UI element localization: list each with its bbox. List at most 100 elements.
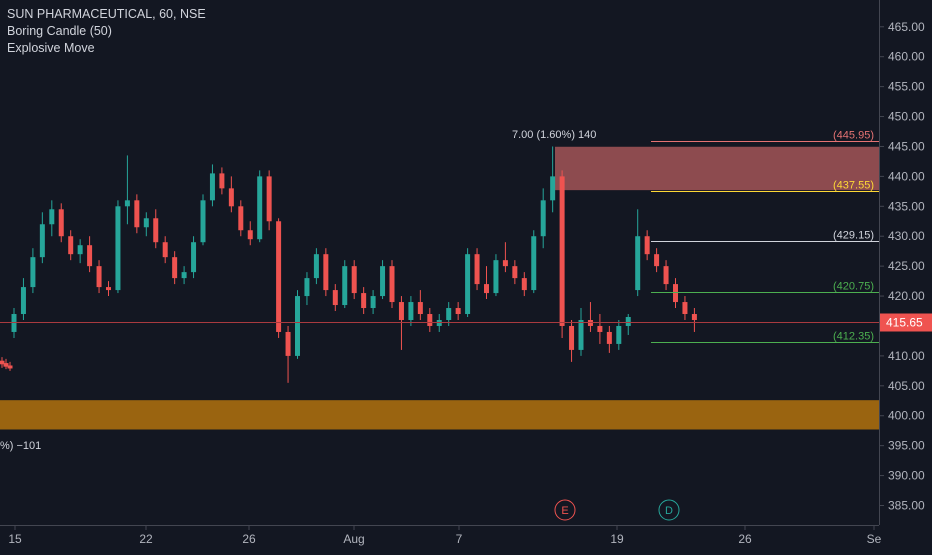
candle [616, 319, 622, 350]
measure-annotation-partial: %) −101 [0, 440, 41, 452]
candle [172, 251, 178, 285]
y-tick-label: 440.00 [888, 169, 925, 183]
candle-body [49, 209, 55, 225]
candle [266, 170, 272, 231]
x-tick-label: 19 [610, 532, 624, 546]
candle-body [191, 242, 197, 273]
candle-body [531, 236, 537, 291]
candle [663, 260, 669, 291]
candle-body [238, 206, 244, 231]
candle-body [106, 287, 111, 291]
candle [332, 284, 338, 312]
candle-body [134, 200, 140, 228]
candle [493, 254, 499, 297]
candle [219, 167, 225, 195]
candle-body [304, 278, 310, 297]
candle [39, 212, 45, 264]
candle-body [58, 209, 64, 237]
candle-body [578, 319, 584, 350]
candle [304, 272, 310, 306]
candle-body [332, 290, 338, 306]
y-tick-label: 465.00 [888, 20, 925, 34]
candle-body [0, 360, 5, 365]
y-tick-label: 405.00 [888, 379, 925, 393]
y-tick-label: 395.00 [888, 439, 925, 453]
indicator-explosive-move[interactable]: Explosive Move [7, 41, 95, 55]
x-tick-label: 22 [139, 532, 153, 546]
candle-body [644, 236, 650, 255]
candle-body [380, 266, 386, 297]
candle [531, 230, 537, 294]
candle [569, 319, 575, 362]
candle [455, 302, 461, 320]
candle-body [181, 272, 187, 279]
event-circle [554, 499, 576, 521]
candle [635, 209, 641, 297]
demand-zone [0, 400, 879, 430]
event-marker: E [554, 499, 576, 521]
candle-body [446, 308, 452, 320]
level-label: (429.15) [833, 230, 874, 242]
candle [474, 248, 480, 291]
candle [134, 194, 140, 234]
candle [77, 239, 83, 264]
y-tick-label: 420.00 [888, 289, 925, 303]
candle-body [635, 236, 641, 291]
y-tick-label: 425.00 [888, 259, 925, 273]
candle [351, 260, 357, 300]
y-tick-label: 460.00 [888, 50, 925, 64]
candle [276, 218, 282, 338]
candle [323, 248, 329, 297]
candle [247, 221, 253, 246]
candle [30, 248, 36, 294]
candle [654, 248, 660, 273]
candle [58, 203, 64, 243]
candle-body [512, 266, 518, 279]
candle [597, 314, 603, 344]
candle-body [361, 293, 367, 309]
candle-body [606, 331, 612, 344]
candle-body [673, 284, 678, 303]
level-label: (412.35) [833, 331, 874, 343]
x-tick-label: Se [867, 532, 882, 546]
y-tick-label: 410.00 [888, 349, 925, 363]
candle [682, 296, 688, 320]
x-tick-label: 26 [738, 532, 752, 546]
candle-body [172, 257, 178, 279]
candle [342, 260, 348, 309]
y-tick-label: 390.00 [888, 469, 925, 483]
candle-body [540, 200, 546, 237]
indicator-boring-candle[interactable]: Boring Candle (50) [7, 24, 112, 38]
candle [361, 287, 367, 315]
candle [578, 308, 584, 356]
candle-body [654, 254, 660, 267]
candle [49, 200, 55, 237]
candle-body [465, 254, 471, 315]
candle-body [257, 176, 263, 240]
candle [106, 281, 111, 297]
candle-body [124, 200, 130, 207]
candle-body [474, 254, 480, 285]
level-label: (445.95) [833, 130, 874, 142]
candle [389, 260, 395, 309]
candle-body [77, 245, 83, 255]
candle-body [569, 325, 575, 350]
candle [0, 357, 5, 368]
candle-body [39, 224, 45, 258]
candle-body [408, 302, 414, 320]
chart-legend: SUN PHARMACEUTICAL, 60, NSE Boring Candl… [7, 6, 206, 57]
candle-body [625, 317, 631, 326]
candle-body [30, 257, 36, 288]
candle [228, 176, 234, 213]
candle-body [398, 302, 404, 320]
candle-body [323, 254, 329, 291]
candle-body [691, 314, 697, 320]
measure-annotation: 7.00 (1.60%) 140 [512, 129, 596, 141]
candle-body [219, 173, 225, 189]
candle-body [455, 308, 461, 315]
symbol-title[interactable]: SUN PHARMACEUTICAL, 60, NSE [7, 7, 206, 21]
candle [540, 188, 546, 249]
candle [625, 314, 631, 335]
